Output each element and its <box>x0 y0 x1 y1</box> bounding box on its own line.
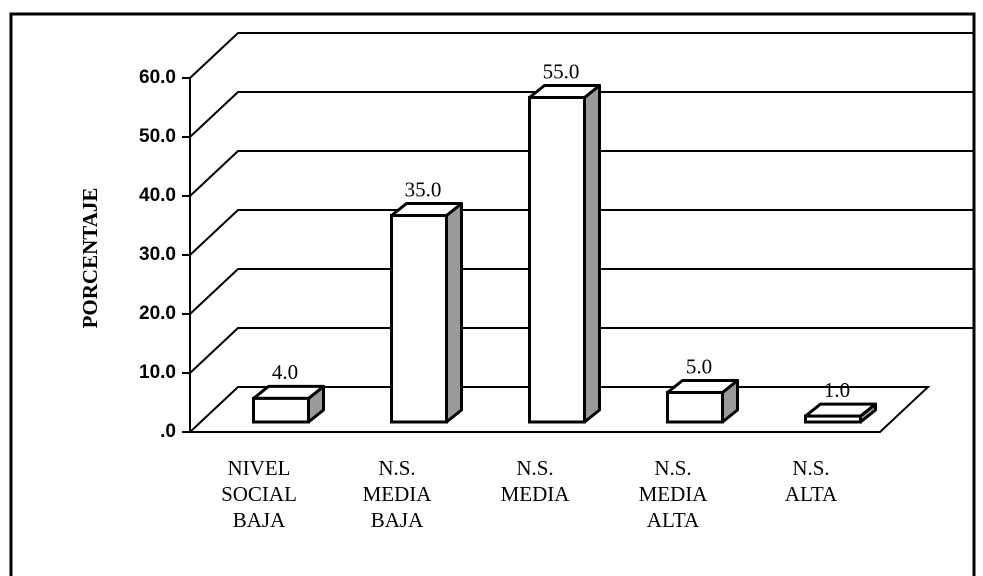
grid-line <box>189 91 975 138</box>
y-tick-label: 40.0 <box>139 185 176 206</box>
x-tick-label: NIVEL SOCIAL BAJA <box>221 456 297 532</box>
value-label: 5.0 <box>686 354 712 378</box>
bar <box>528 96 586 424</box>
grid-line <box>189 209 975 256</box>
bar <box>804 414 862 424</box>
y-tick-label: .0 <box>160 421 176 442</box>
x-tick-label: N.S. MEDIA <box>501 456 571 506</box>
value-label: 1.0 <box>824 378 850 402</box>
y-tick-label: 20.0 <box>139 303 176 324</box>
chart-frame <box>9 12 976 576</box>
bar-top <box>390 202 463 217</box>
y-tick-label: 10.0 <box>139 362 176 383</box>
value-label: 35.0 <box>405 177 442 201</box>
y-tick-label: 60.0 <box>139 67 176 88</box>
grid-line <box>189 327 975 374</box>
x-tick-label: N.S. MEDIA ALTA <box>639 456 709 532</box>
y-tick-label: 30.0 <box>139 244 176 265</box>
bar <box>390 214 448 424</box>
x-tick-label: N.S. ALTA <box>785 456 838 506</box>
bar <box>252 396 310 424</box>
value-label: 55.0 <box>543 59 580 83</box>
bar-side <box>583 84 601 424</box>
floor <box>187 386 931 433</box>
bar-top <box>252 384 325 400</box>
x-tick-label: N.S. MEDIA BAJA <box>363 456 433 532</box>
grid-line <box>189 150 975 197</box>
bar-side <box>445 202 463 424</box>
grid-line <box>189 32 975 79</box>
bar-top <box>666 379 739 394</box>
y-axis-label: PORCENTAJE <box>78 188 102 329</box>
bar <box>666 391 724 424</box>
bar-top <box>804 402 877 418</box>
grid-line <box>189 268 975 315</box>
bar-top <box>528 84 601 99</box>
y-tick-label: 50.0 <box>139 126 176 147</box>
value-label: 4.0 <box>272 360 298 384</box>
